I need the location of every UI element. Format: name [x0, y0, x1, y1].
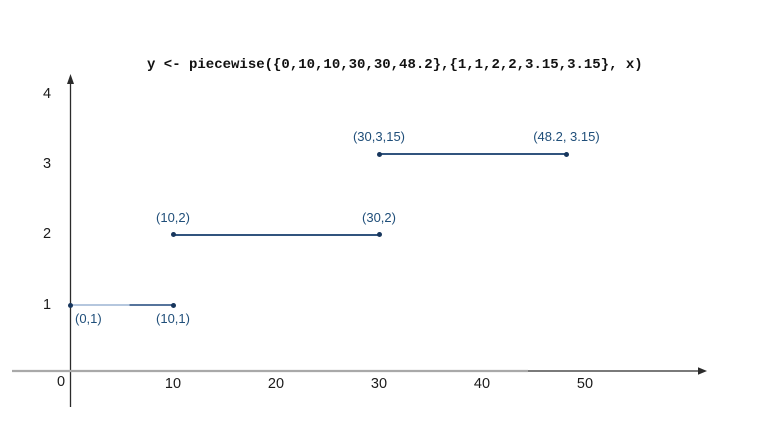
data-point: [376, 151, 382, 157]
data-point: [170, 302, 176, 308]
y-tick-label: 3: [42, 156, 52, 173]
segment-line: [173, 234, 379, 236]
segment-line: [70, 303, 173, 307]
point-label: (48.2, 3.15): [533, 129, 600, 145]
data-point: [376, 232, 382, 238]
point-label: (30,2): [362, 209, 396, 225]
y-axis-arrow-icon: [67, 74, 74, 84]
x-tick-label: 20: [267, 376, 285, 392]
data-point: [170, 232, 176, 238]
point-label: (10,2): [156, 209, 190, 225]
x-tick-label: 50: [576, 376, 594, 392]
y-tick-label: 2: [42, 226, 52, 243]
y-tick-label: 4: [42, 85, 52, 102]
y-tick-label: 1: [42, 296, 52, 313]
x-tick-label: 30: [370, 376, 388, 392]
x-tick-label: 40: [473, 376, 491, 392]
segment-line: [379, 153, 567, 155]
point-label: (10,1): [156, 311, 190, 327]
origin-label: 0: [56, 373, 66, 390]
x-tick-label: 10: [164, 376, 182, 392]
chart-title: y <- piecewise({0,10,10,30,30,48.2},{1,1…: [147, 57, 643, 73]
x-axis-arrow-icon: [698, 367, 707, 375]
data-point: [563, 151, 569, 157]
data-point: [67, 302, 73, 308]
point-label: (0,1): [75, 311, 102, 327]
point-label: (30,3,15): [352, 129, 406, 145]
